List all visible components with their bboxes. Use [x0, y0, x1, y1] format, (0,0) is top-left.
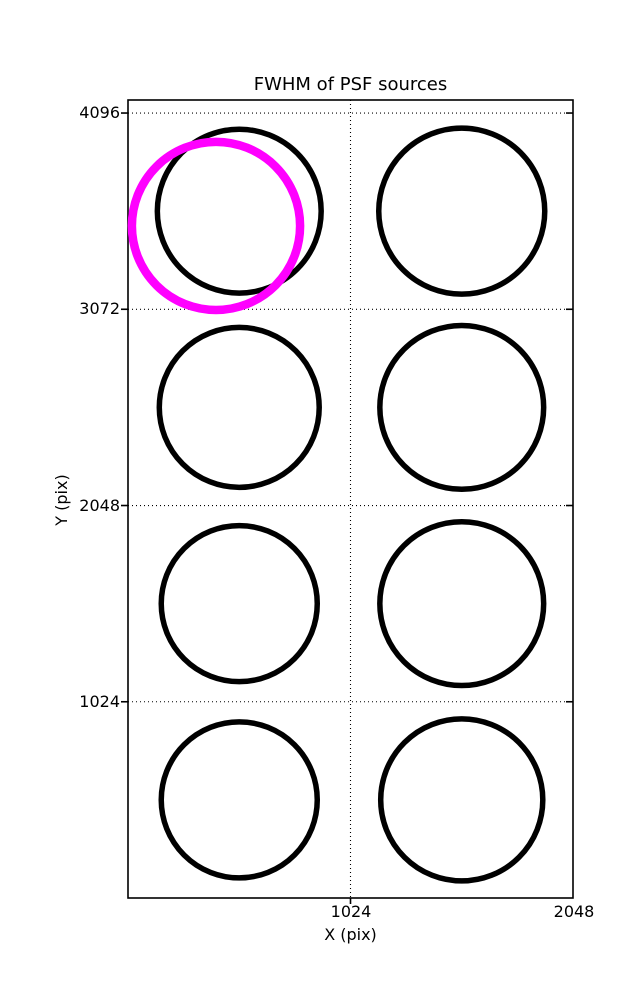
psf-circle: [377, 322, 547, 493]
highlight-circle: [127, 137, 305, 315]
x-axis-label: X (pix): [324, 925, 377, 944]
chart-title: FWHM of PSF sources: [253, 74, 448, 95]
y-tick-label-4096: 4096: [79, 103, 120, 122]
psf-circle: [377, 716, 546, 884]
psf-circle: [156, 324, 322, 491]
x-tick-label-2048: 2048: [553, 902, 595, 921]
psf-circle: [158, 719, 321, 881]
y-tick-label-2048: 2048: [79, 496, 120, 515]
plot-border: [127, 99, 574, 899]
psf-circle: [375, 125, 548, 297]
y-tick-label-1024: 1024: [79, 692, 120, 711]
y-tick-label-3072: 3072: [79, 299, 120, 318]
psf-circle: [154, 126, 324, 296]
psf-circle: [158, 522, 321, 685]
x-tick-label-1024: 1024: [330, 902, 372, 921]
psf-circle: [377, 518, 547, 689]
